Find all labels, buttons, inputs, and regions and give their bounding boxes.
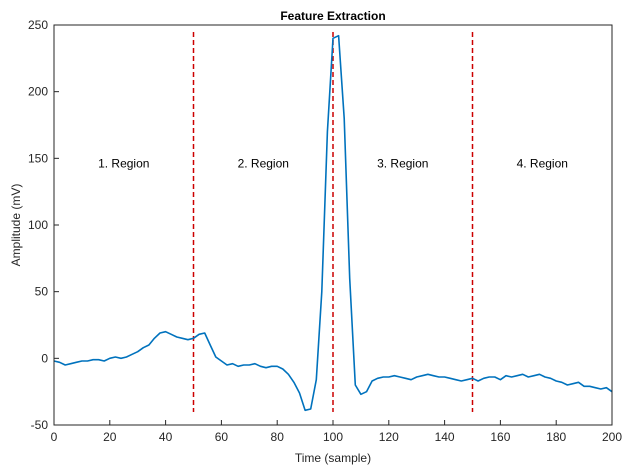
y-tick-label: 200 (28, 85, 48, 99)
y-tick-label: 50 (35, 285, 49, 299)
x-tick-label: 40 (159, 430, 173, 444)
series-line-1 (53, 34, 613, 412)
x-tick-label: 20 (103, 430, 117, 444)
x-tick-label: 100 (323, 430, 343, 444)
x-tick-label: 60 (215, 430, 229, 444)
region-label-3: 3. Region (377, 157, 428, 171)
x-axis-title: Time (sample) (295, 451, 371, 465)
region-label-1: 1. Region (98, 157, 149, 171)
y-axis: -50 0 50 100 150 200 250 (28, 18, 59, 432)
x-tick-label: 200 (602, 430, 622, 444)
x-tick-label: 80 (271, 430, 285, 444)
chart-title: Feature Extraction (280, 9, 385, 23)
region-label-4: 4. Region (517, 157, 568, 171)
y-tick-label: 0 (41, 351, 48, 365)
x-tick-label: 160 (490, 430, 510, 444)
y-axis-title: Amplitude (mV) (9, 184, 23, 267)
x-axis: 0 20 40 60 80 100 120 140 160 180 200 (51, 420, 622, 444)
x-tick-label: 140 (435, 430, 455, 444)
plot-area: 1. Region 2. Region 3. Region 4. Region (53, 32, 613, 412)
y-tick-label: -50 (31, 418, 49, 432)
x-tick-label: 0 (51, 430, 58, 444)
x-tick-label: 180 (546, 430, 566, 444)
y-tick-label: 250 (28, 18, 48, 32)
y-tick-label: 100 (28, 218, 48, 232)
region-label-2: 2. Region (238, 157, 289, 171)
x-tick-label: 120 (379, 430, 399, 444)
y-tick-label: 150 (28, 151, 48, 165)
